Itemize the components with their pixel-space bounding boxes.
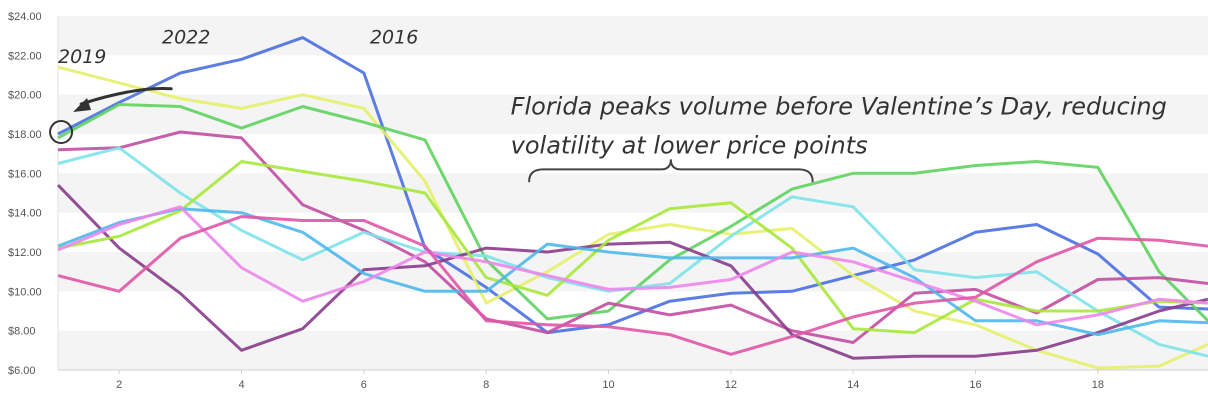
x-tick-label: 16 xyxy=(969,379,981,391)
y-tick-label: $20.00 xyxy=(8,90,42,102)
annotation-layer: Florida peaks volume before Valentine’s … xyxy=(49,27,1167,183)
x-tick-label: 10 xyxy=(602,379,614,391)
label-2022: 2022 xyxy=(162,27,210,49)
y-axis: $6.00 $8.00 $10.00 $12.00 $14.00 $16.00 $18.00… xyxy=(8,11,42,377)
y-tick-label: $12.00 xyxy=(8,247,42,259)
highlight-circle xyxy=(49,120,74,145)
x-tick-label: 12 xyxy=(725,379,737,391)
x-tick-label: 18 xyxy=(1092,379,1104,391)
annotation-line-1: Florida peaks volume before Valentine’s … xyxy=(511,92,1167,120)
series-line-2 xyxy=(57,65,1208,370)
series-line-3 xyxy=(57,103,1208,322)
grid-band xyxy=(58,330,1208,370)
grid-bands xyxy=(57,16,1208,371)
x-tick-label: 2 xyxy=(116,379,122,391)
x-tick-label: 14 xyxy=(847,379,859,391)
y-tick-label: $14.00 xyxy=(8,208,42,220)
series-line-7 xyxy=(57,160,1208,335)
y-tick-label: $8.00 xyxy=(8,326,36,338)
annotation-brace xyxy=(528,159,814,183)
series-line-1 xyxy=(57,36,1208,335)
annotation-line-2: volatility at lower price points xyxy=(511,132,868,160)
grid-band xyxy=(58,94,1208,134)
y-tick-label: $6.00 xyxy=(8,365,36,377)
grid-band xyxy=(58,16,1208,56)
y-tick-label: $22.00 xyxy=(8,50,42,62)
y-tick-label: $24.00 xyxy=(8,11,42,23)
series-lines xyxy=(56,36,1208,370)
y-tick-label: $16.00 xyxy=(8,168,42,180)
x-tick-label: 4 xyxy=(238,379,244,391)
y-tick-label: $18.00 xyxy=(8,129,42,141)
series-line-9 xyxy=(57,205,1208,327)
x-tick-label: 8 xyxy=(483,379,489,391)
x-axis: 2 4 6 8 10 12 14 16 18 xyxy=(116,370,1104,391)
label-2019: 2019 xyxy=(58,46,106,68)
label-2016: 2016 xyxy=(370,27,418,49)
x-tick-label: 6 xyxy=(361,379,367,391)
series-line-10 xyxy=(57,215,1208,356)
arrow-head-icon xyxy=(73,98,92,113)
grid-band xyxy=(58,173,1208,213)
annotation-arrow xyxy=(79,86,173,106)
series-line-6 xyxy=(56,184,1208,360)
y-tick-label: $10.00 xyxy=(8,286,42,298)
